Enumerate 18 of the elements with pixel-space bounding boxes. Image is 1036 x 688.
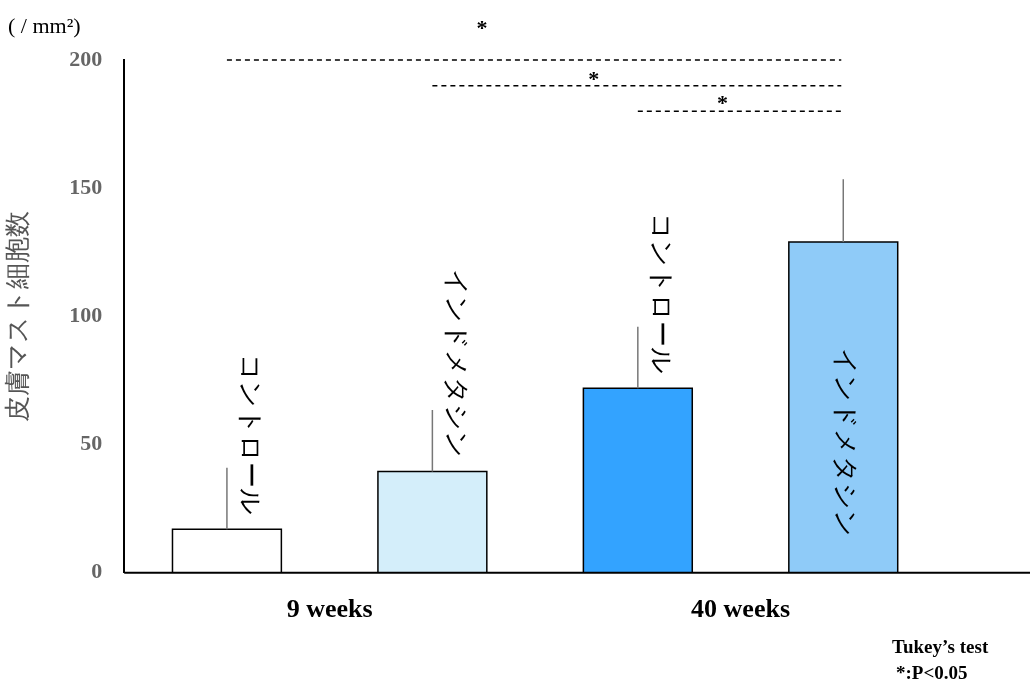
text: *:P<0.05 xyxy=(896,661,968,683)
text: コントロール xyxy=(647,213,678,375)
y-axis-title: 皮膚マスト細胞数 xyxy=(2,210,33,422)
text: * xyxy=(476,14,488,40)
text: インドメタシン xyxy=(830,347,861,537)
x-tick-label: 9 weeks xyxy=(286,594,373,624)
y-tick-label: 150 xyxy=(69,173,103,199)
text: ( / mm²) xyxy=(8,12,81,38)
text: コントロール xyxy=(236,354,267,516)
text: Tukey’s test xyxy=(892,635,989,657)
y-tick-label: 200 xyxy=(69,45,103,71)
x-tick-label: 40 weeks xyxy=(691,594,791,624)
y-tick-label: 100 xyxy=(69,302,103,328)
annotation: * xyxy=(717,89,729,115)
y-tick-label: 50 xyxy=(80,430,103,456)
y-tick-label: 0 xyxy=(91,558,103,584)
text: インドメタシン xyxy=(441,268,472,458)
annotation: * xyxy=(588,66,600,92)
